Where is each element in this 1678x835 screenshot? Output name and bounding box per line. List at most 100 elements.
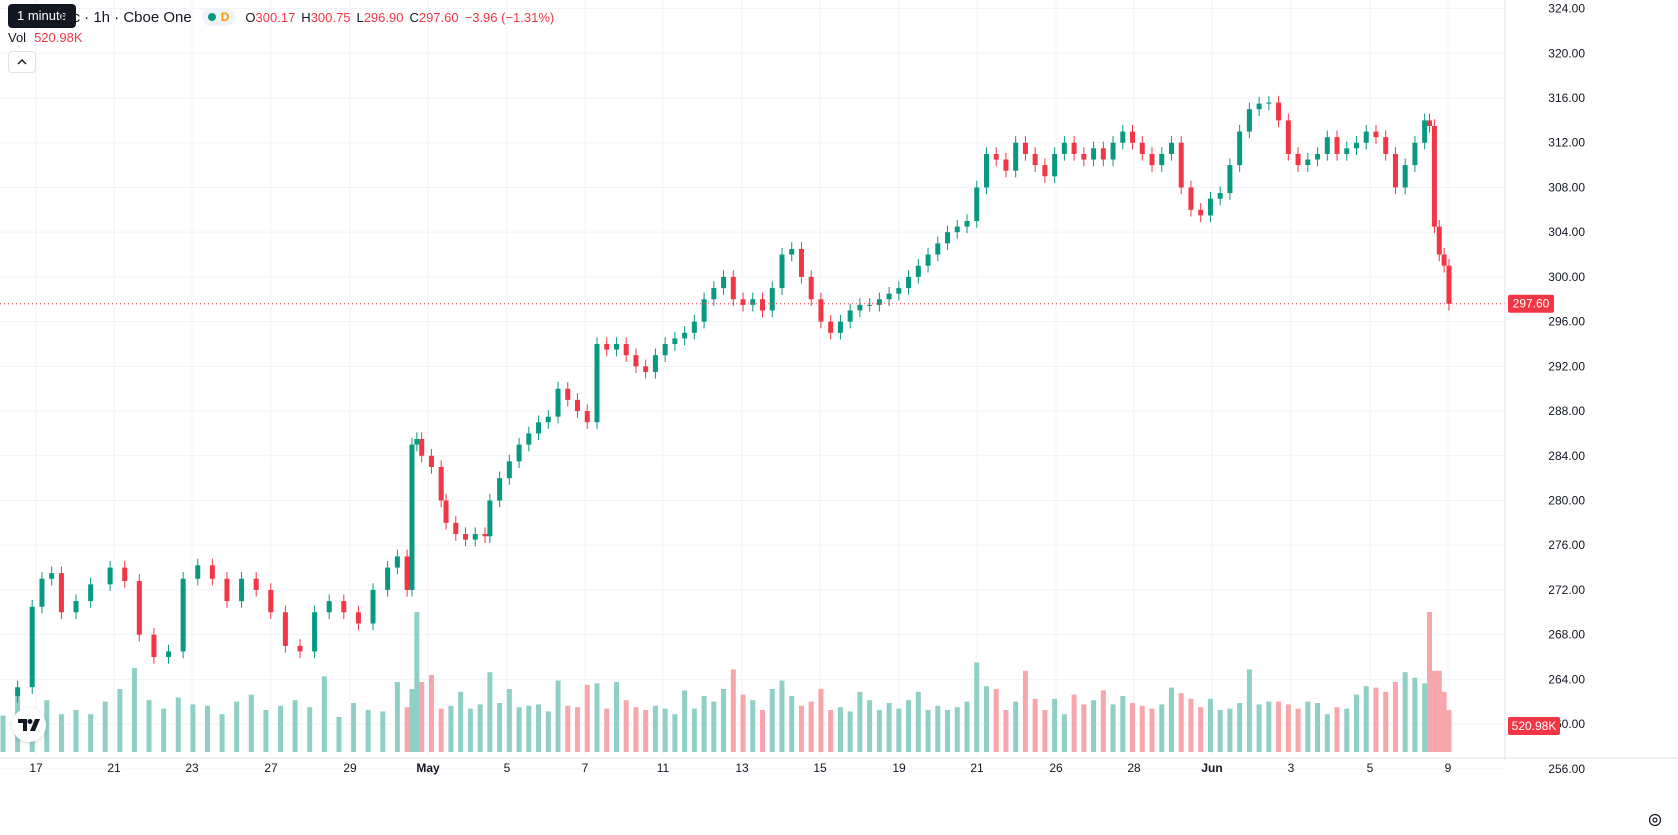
volume-bar: [1373, 687, 1379, 752]
symbol-title[interactable]: Inc · 1h · Cboe One: [60, 8, 192, 26]
volume-bar: [516, 707, 522, 752]
volume-bar: [1237, 703, 1243, 752]
open-label: O: [245, 9, 256, 25]
candle-body: [472, 534, 478, 540]
candle-body: [1373, 131, 1379, 138]
candle-body: [1178, 142, 1184, 188]
volume-label: Vol: [8, 30, 27, 45]
candle-body: [1188, 187, 1194, 210]
time-tick-label: 28: [1127, 761, 1141, 775]
tradingview-logo[interactable]: [12, 708, 46, 742]
candle-body: [506, 461, 512, 479]
candle-body: [691, 321, 697, 333]
volume-bar: [1256, 704, 1262, 752]
volume-bar: [1383, 691, 1389, 752]
data-delay-badge: D: [220, 10, 230, 24]
candle-body: [1042, 165, 1048, 177]
candle-body: [1110, 142, 1116, 160]
volume-bar: [1207, 698, 1213, 752]
last-volume-label: 520.98K: [1512, 719, 1557, 733]
chart-settings-button[interactable]: [1644, 809, 1666, 831]
candle-body: [29, 606, 35, 688]
candle-body: [428, 455, 434, 467]
candle-body: [555, 388, 561, 417]
open-value: 300.17: [255, 9, 296, 25]
high-value: 300.75: [310, 9, 351, 25]
volume-bar: [0, 715, 6, 752]
candle-body: [414, 439, 420, 445]
candle-body: [711, 288, 717, 300]
candle-body: [1013, 142, 1019, 171]
volume-bar: [307, 707, 313, 752]
volume-bar: [44, 700, 50, 752]
close-value: 297.60: [418, 9, 459, 25]
volume-bar: [219, 714, 225, 752]
volume-bar: [886, 703, 892, 752]
time-tick-label: 21: [107, 761, 121, 775]
volume-bar: [1412, 677, 1418, 752]
price-tick-label: 300.00: [1548, 270, 1585, 284]
volume-bar: [867, 700, 873, 752]
volume-bar: [1305, 701, 1311, 752]
volume-bar: [1266, 701, 1272, 752]
candle-body: [1295, 153, 1301, 166]
candle-body: [341, 601, 347, 613]
time-tick-label: 17: [29, 761, 43, 775]
volume-bar: [458, 691, 464, 752]
volume-bar: [536, 704, 542, 752]
volume-bar: [915, 691, 921, 752]
market-status[interactable]: D: [201, 8, 236, 26]
volume-bar: [857, 691, 863, 752]
candle-body: [1383, 137, 1389, 154]
volume-bar: [506, 689, 512, 752]
candle-body: [769, 288, 775, 311]
volume-bar: [73, 710, 79, 752]
volume-bar: [954, 707, 960, 752]
volume-bar: [234, 701, 240, 752]
volume-bar: [818, 689, 824, 752]
low-value: 296.90: [363, 9, 404, 25]
volume-bar: [1032, 698, 1038, 752]
price-tick-label: 312.00: [1548, 136, 1585, 150]
volume-bar: [146, 700, 152, 752]
volume-bar: [1427, 612, 1433, 752]
volume-legend[interactable]: Vol 520.98K: [8, 30, 83, 45]
candle-body: [1315, 153, 1321, 160]
volume-bar: [58, 714, 64, 752]
volume-bar: [876, 710, 882, 752]
candle-body: [180, 578, 186, 652]
time-tick-label: 7: [582, 761, 589, 775]
volume-bar: [409, 689, 415, 752]
candle-body: [487, 500, 493, 537]
candle-body: [1032, 153, 1038, 166]
candle-body: [268, 589, 274, 613]
candle-body: [701, 299, 707, 322]
candle-body: [915, 265, 921, 277]
volume-bar: [798, 705, 804, 752]
collapse-legend-button[interactable]: [8, 51, 36, 73]
volume-bar: [623, 700, 629, 752]
candle-body: [847, 310, 853, 322]
volume-bar: [1139, 705, 1145, 752]
time-axis[interactable]: 17 21 23 27 29 May 5 7 11 13 15 19 21 26 28 Jun 3 5 9: [0, 757, 1678, 775]
price-axis[interactable]: 256.00260.00264.00268.00272.00276.00280.…: [1504, 0, 1585, 776]
time-tick-label: 5: [504, 761, 511, 775]
volume-bars: [0, 612, 1452, 752]
candle-body: [443, 500, 449, 523]
gear-icon: [1648, 813, 1662, 827]
volume-bar: [117, 689, 123, 752]
candle-body: [1334, 137, 1340, 154]
price-tick-label: 292.00: [1548, 359, 1585, 373]
candle-body: [1392, 153, 1398, 188]
last-volume-badge: [1508, 717, 1560, 735]
candle-body: [1130, 131, 1136, 143]
candle-body: [740, 299, 746, 305]
candle-body: [1324, 137, 1330, 154]
volume-bar: [555, 680, 561, 752]
volume-bar: [1091, 700, 1097, 752]
candle-body: [516, 444, 522, 462]
volume-bar: [1446, 710, 1452, 752]
series-legend[interactable]: Inc · 1h · Cboe One D O300.17 H300.75 L2…: [60, 6, 554, 28]
volume-bar: [964, 701, 970, 752]
